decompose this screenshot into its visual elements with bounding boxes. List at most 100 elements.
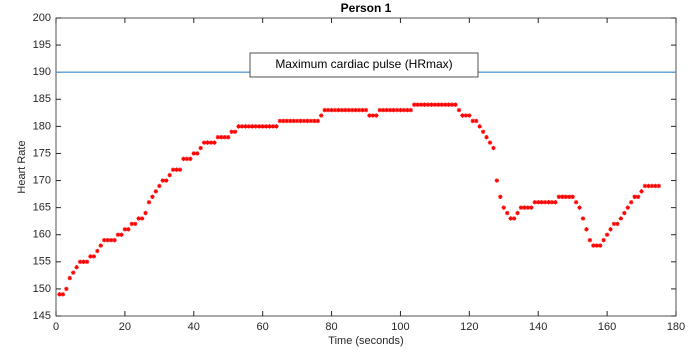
data-point	[622, 210, 627, 216]
data-point	[642, 183, 648, 189]
data-point	[618, 216, 624, 221]
data-point	[363, 107, 369, 113]
data-point	[370, 113, 376, 118]
data-point	[160, 178, 165, 183]
data-point	[532, 200, 537, 205]
y-tick-label: 160	[33, 229, 51, 241]
data-point	[436, 102, 441, 107]
data-point	[201, 140, 207, 145]
data-point	[170, 167, 176, 172]
data-point	[126, 227, 131, 232]
data-point	[374, 113, 379, 118]
data-point	[146, 200, 152, 205]
data-point	[542, 200, 548, 205]
data-point	[536, 200, 541, 205]
data-point	[260, 124, 265, 129]
data-point	[129, 221, 134, 227]
data-point	[367, 113, 372, 118]
data-point	[525, 205, 531, 210]
data-point	[549, 200, 555, 205]
y-tick-label: 200	[33, 12, 51, 24]
data-point	[77, 259, 83, 265]
data-point	[632, 194, 637, 199]
x-tick-label: 160	[598, 321, 616, 333]
data-point	[232, 129, 238, 134]
data-point	[315, 118, 320, 124]
data-point	[415, 102, 420, 107]
data-point	[460, 113, 465, 118]
data-point	[494, 178, 500, 183]
x-tick-label: 120	[460, 321, 478, 333]
data-point	[71, 270, 76, 275]
data-point	[284, 118, 289, 124]
data-point	[511, 216, 517, 221]
data-point	[339, 107, 345, 113]
data-point	[594, 243, 599, 248]
data-point	[570, 194, 575, 199]
y-tick-label: 170	[33, 174, 51, 186]
data-point	[325, 107, 331, 113]
data-point	[81, 259, 86, 265]
data-point	[291, 118, 296, 124]
data-point	[625, 205, 630, 210]
y-tick-label: 195	[33, 39, 51, 51]
data-point	[133, 221, 138, 227]
y-axis-label: Heart Rate	[16, 140, 28, 193]
data-point	[215, 135, 221, 140]
data-point	[553, 200, 558, 205]
data-point	[484, 135, 489, 140]
data-point	[298, 118, 303, 124]
data-point	[498, 194, 503, 199]
data-point	[556, 194, 562, 199]
data-point	[598, 243, 603, 248]
data-point	[474, 118, 479, 124]
data-point	[336, 107, 341, 113]
data-point	[167, 172, 172, 178]
y-tick-label: 190	[33, 66, 51, 78]
data-point	[639, 189, 644, 194]
data-point	[343, 107, 348, 113]
data-point	[301, 118, 307, 124]
data-point	[446, 102, 451, 107]
y-tick-label: 180	[33, 120, 51, 132]
data-point	[143, 210, 148, 216]
y-tick-label: 150	[33, 283, 51, 295]
data-point	[377, 107, 382, 113]
data-point	[308, 118, 314, 124]
data-point	[653, 183, 658, 189]
data-point	[480, 129, 486, 134]
data-point	[487, 140, 493, 145]
data-point	[246, 124, 252, 129]
data-point	[74, 265, 79, 270]
data-point	[350, 107, 355, 113]
y-tick-label: 185	[33, 93, 51, 105]
data-point	[332, 107, 338, 113]
data-point	[601, 237, 606, 243]
data-point	[649, 183, 655, 189]
data-point	[453, 102, 458, 107]
data-point	[267, 124, 272, 129]
data-point	[257, 124, 262, 129]
data-point	[563, 194, 568, 199]
data-point	[270, 124, 276, 129]
data-point	[250, 124, 255, 129]
data-point	[188, 156, 193, 162]
data-point	[615, 221, 620, 227]
data-point	[356, 107, 362, 113]
data-point	[429, 102, 434, 107]
data-point	[567, 194, 572, 199]
data-point	[456, 107, 462, 113]
data-point	[656, 183, 661, 189]
data-point	[274, 124, 279, 129]
data-point	[98, 243, 103, 248]
x-tick-label: 180	[667, 321, 685, 333]
x-tick-label: 100	[391, 321, 409, 333]
data-point	[122, 227, 128, 232]
data-point	[281, 118, 286, 124]
data-point	[195, 151, 200, 156]
data-point	[418, 102, 424, 107]
data-point	[360, 107, 365, 113]
data-point	[108, 237, 114, 243]
data-point	[57, 292, 62, 297]
data-point	[422, 102, 427, 107]
